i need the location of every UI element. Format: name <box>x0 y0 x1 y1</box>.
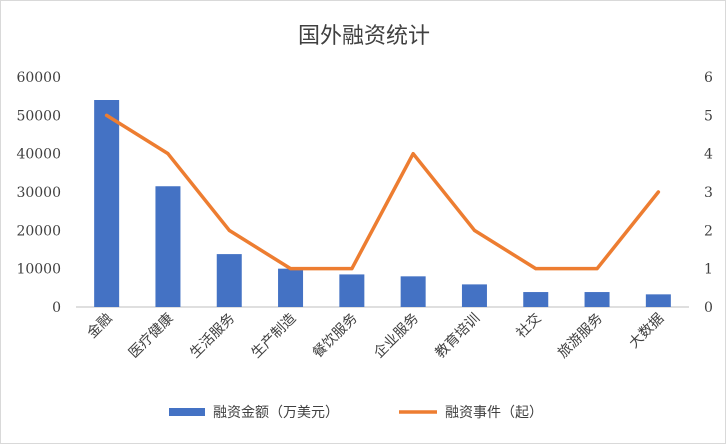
events-point-9 <box>656 190 660 194</box>
left-axis-tick-label: 10000 <box>16 262 61 278</box>
x-tick-label: 餐饮服务 <box>310 311 361 362</box>
left-axis-tick-label: 60000 <box>16 70 61 86</box>
bar-3 <box>278 268 304 307</box>
events-point-3 <box>289 267 293 271</box>
left-axis-tick-label: 0 <box>52 300 61 316</box>
x-tick-label: 企业服务 <box>370 310 422 362</box>
events-point-6 <box>472 228 476 232</box>
x-tick-label: 社交 <box>513 310 545 342</box>
bar-5 <box>400 276 426 307</box>
right-axis-tick-label: 0 <box>704 300 713 316</box>
events-point-8 <box>595 267 599 271</box>
bar-1 <box>155 186 181 307</box>
bar-8 <box>584 292 610 307</box>
events-point-1 <box>166 152 170 156</box>
left-axis-tick-label: 30000 <box>16 185 61 201</box>
events-point-5 <box>411 152 415 156</box>
x-tick-label: 旅游服务 <box>555 311 606 362</box>
bar-6 <box>461 284 487 307</box>
bar-7 <box>523 292 549 307</box>
legend-label-amount: 融资金额（万美元） <box>213 405 339 421</box>
right-axis-tick-label: 3 <box>704 185 713 201</box>
right-axis-tick-label: 1 <box>704 262 713 278</box>
chart-title: 国外融资统计 <box>298 24 430 49</box>
legend-swatch-amount <box>169 408 205 416</box>
x-tick-label: 医疗健康 <box>125 310 177 362</box>
events-point-7 <box>534 267 538 271</box>
left-axis-tick-label: 20000 <box>16 223 61 239</box>
events-point-2 <box>227 228 231 232</box>
x-tick-label: 大数据 <box>626 311 667 352</box>
x-tick-label: 生活服务 <box>187 311 238 362</box>
x-tick-label: 金融 <box>84 311 115 342</box>
right-axis-tick-label: 2 <box>704 223 713 239</box>
bar-0 <box>94 100 120 307</box>
events-line <box>104 113 661 271</box>
right-axis-tick-label: 6 <box>704 70 713 86</box>
events-point-4 <box>350 267 354 271</box>
left-axis-tick-label: 40000 <box>16 147 61 163</box>
x-tick-label: 生产制造 <box>248 311 299 362</box>
bar-2 <box>216 254 242 307</box>
bar-4 <box>339 274 365 307</box>
events-point-0 <box>105 113 109 117</box>
right-axis-tick-label: 4 <box>704 147 713 163</box>
bar-9 <box>645 294 671 307</box>
x-tick-label: 教育培训 <box>432 311 483 362</box>
legend-label-events: 融资事件（起） <box>445 405 543 421</box>
right-axis-tick-label: 5 <box>704 108 713 124</box>
left-axis-tick-label: 50000 <box>16 108 61 124</box>
